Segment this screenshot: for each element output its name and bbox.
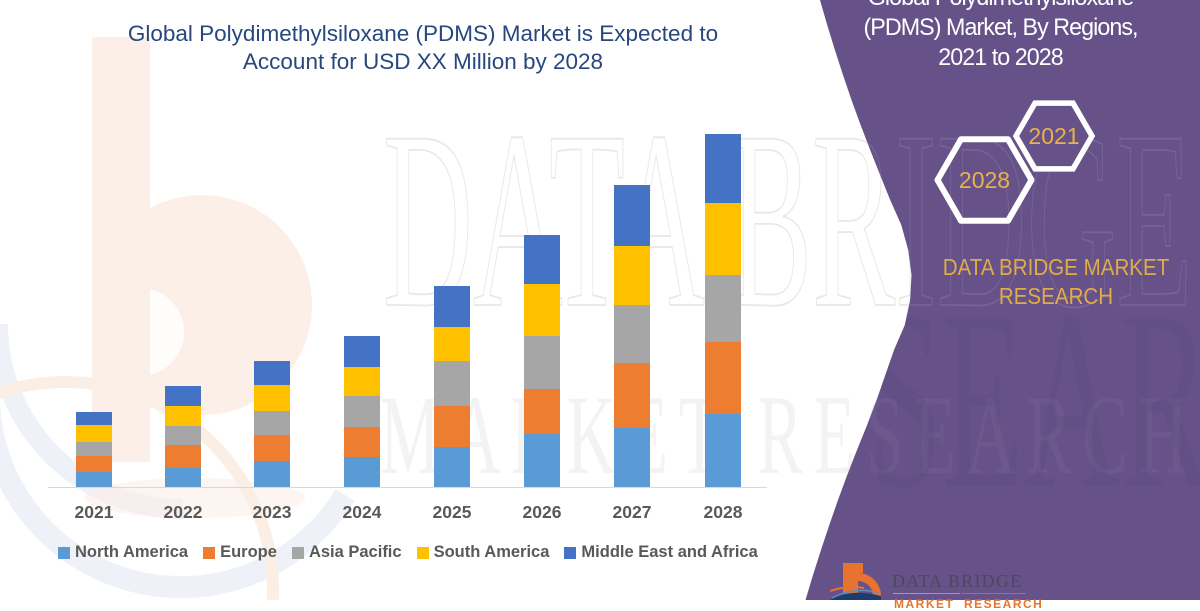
- svg-text:2021: 2021: [1028, 123, 1079, 149]
- svg-text:2028: 2028: [959, 167, 1010, 193]
